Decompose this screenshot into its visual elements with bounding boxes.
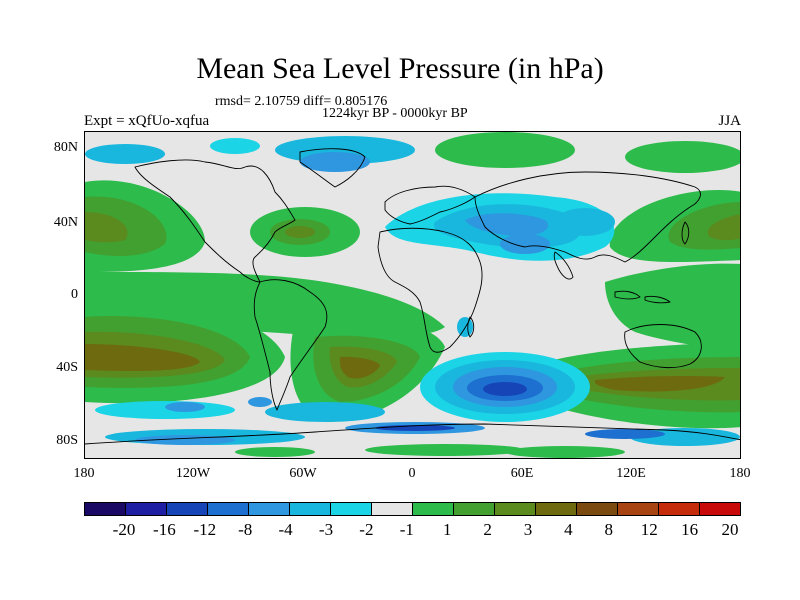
colorbar [84,502,741,516]
colorbar-label: 20 [721,520,739,539]
time-period-label: 1224kyr BP - 0000kyr BP [322,106,468,121]
colorbar-cell [412,502,454,516]
colorbar-cell [535,502,577,516]
colorbar-label: -2 [359,520,374,539]
south-pacific-high [85,301,285,404]
colorbar-cell [125,502,167,516]
colorbar-cell [617,502,659,516]
lat-label-80n: 80N [53,140,78,155]
antarctic-anomalies [85,422,740,458]
lon-label-60e: 60E [510,466,534,481]
eurasian-low [385,193,615,261]
plot-title: Mean Sea Level Pressure (in hPa) [196,52,604,85]
colorbar-cell [658,502,700,516]
lon-label-60w: 60W [289,466,317,481]
north-atlantic-anomaly [250,207,360,257]
rmsd-diff-label: rmsd= 2.10759 diff= 0.805176 [215,94,388,109]
colorbar-label: 4 [564,520,573,539]
experiment-label: Expt = xQfUo-xqfua [84,113,210,129]
colorbar-label: -12 [193,520,217,539]
colorbar-label: -20 [112,520,136,539]
pressure-map [84,131,741,459]
colorbar-cell [207,502,249,516]
lon-label-120w: 120W [175,466,211,481]
colorbar-label: 8 [604,520,614,539]
colorbar-label: -3 [318,520,334,539]
colorbar-cell [494,502,536,516]
colorbar-label: -1 [399,520,414,539]
colorbar-label: 2 [483,520,492,539]
map-canvas [85,132,740,458]
colorbar-label: 16 [681,520,699,539]
colorbar-label: 1 [442,520,452,539]
colorbar-cell [371,502,413,516]
colorbar-cell [576,502,618,516]
colorbar-cell [289,502,331,516]
season-label: JJA [718,113,741,129]
colorbar-label: -16 [153,520,176,539]
colorbar-cell [330,502,372,516]
colorbar-label: -4 [278,520,293,539]
colorbar-cell [166,502,208,516]
coastlines [85,148,740,445]
lon-label-180w: 180 [73,466,95,481]
southern-ocean-low [95,352,590,422]
lon-label-180e: 180 [729,466,751,481]
colorbar-label: 12 [640,520,658,539]
lon-label-0: 0 [408,466,416,481]
lat-label-80s: 80S [56,433,78,448]
south-atlantic-high [290,318,445,422]
lat-label-40s: 40S [56,360,78,375]
colorbar-cell [248,502,290,516]
lon-label-120e: 120E [616,466,646,481]
north-pacific-high [85,180,740,272]
colorbar-label: 3 [523,520,533,539]
colorbar-cell [84,502,126,516]
colorbar-label: -8 [238,520,253,539]
lat-label-40n: 40N [53,215,78,230]
arctic-anomalies [85,132,740,173]
colorbar-cell [453,502,495,516]
colorbar-cell [699,502,741,516]
lat-label-0: 0 [71,287,78,302]
